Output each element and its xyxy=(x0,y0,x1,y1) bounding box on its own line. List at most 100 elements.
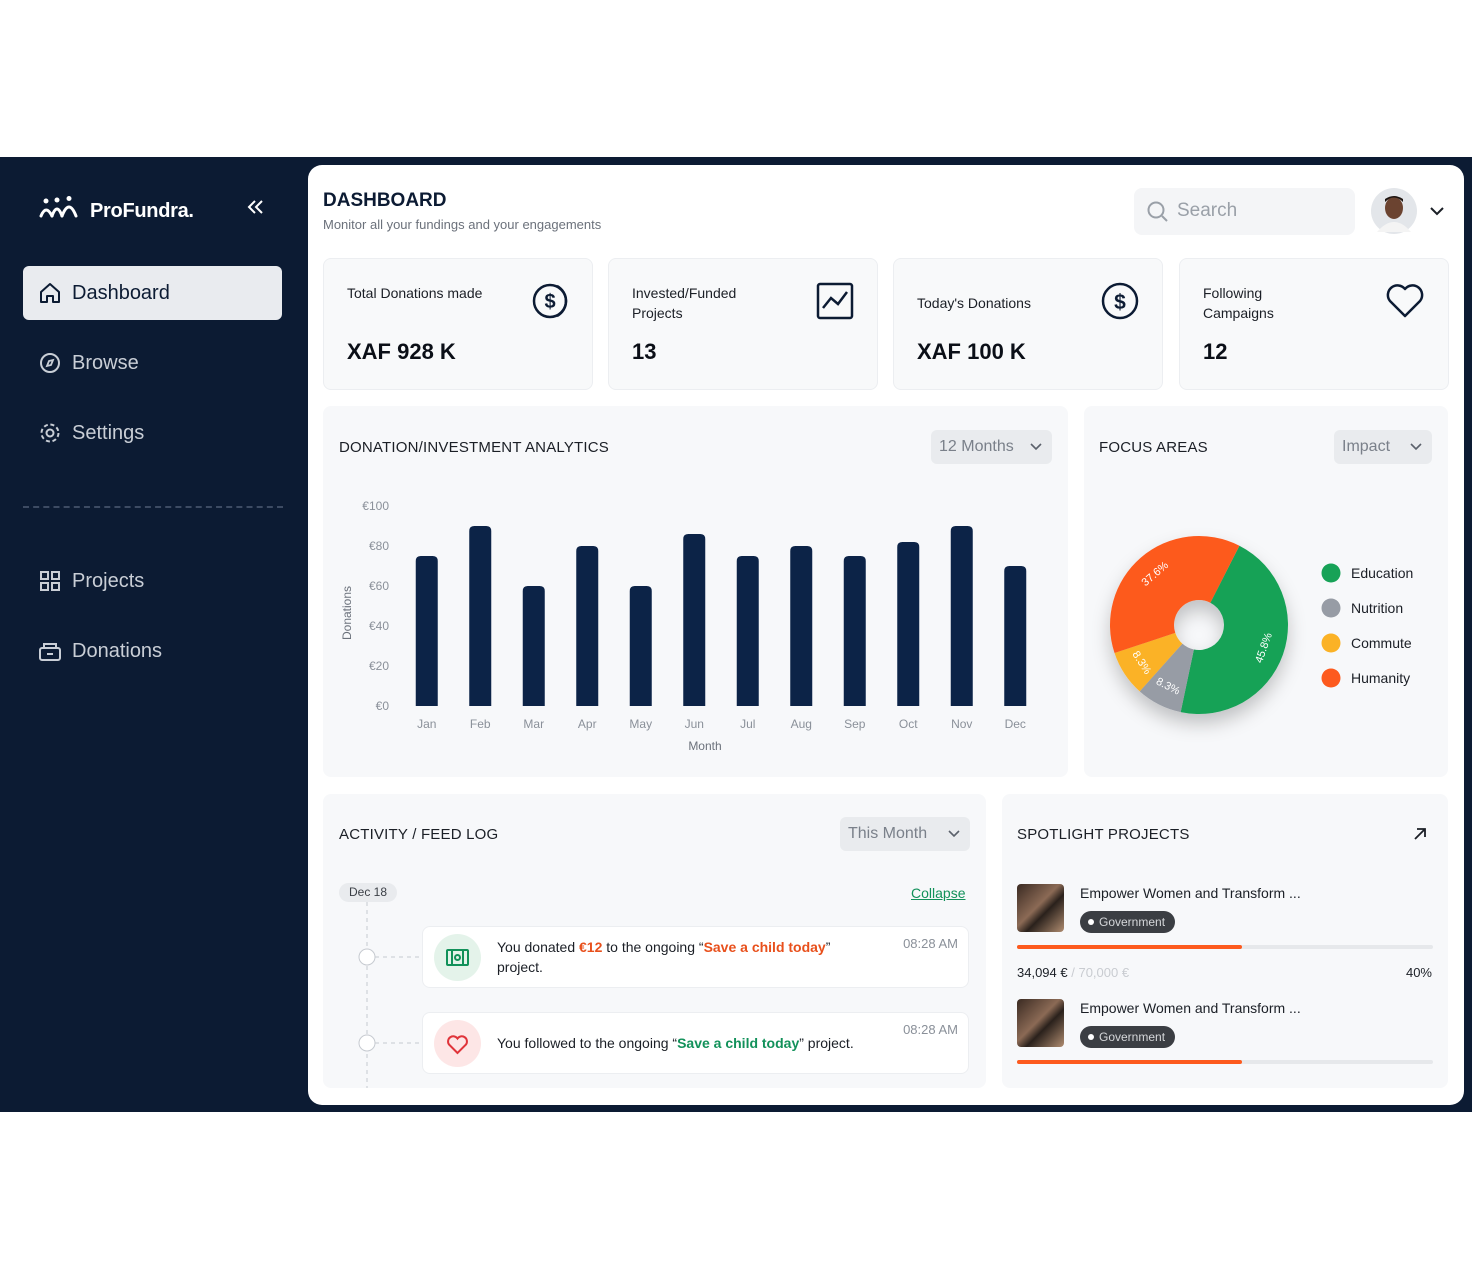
project-image[interactable] xyxy=(1017,999,1064,1047)
profile-menu[interactable] xyxy=(1430,206,1444,216)
decoration xyxy=(1386,284,1424,318)
decoration xyxy=(54,197,60,203)
icon xyxy=(40,571,60,591)
panel-title: FOCUS AREAS xyxy=(1099,439,1208,456)
nav-donations[interactable]: Donations xyxy=(23,624,282,678)
panel-title: ACTIVITY / FEED LOG xyxy=(339,826,499,843)
period-dropdown[interactable]: 12 Months xyxy=(931,430,1052,464)
icon xyxy=(39,643,61,661)
avatar[interactable] xyxy=(1371,188,1417,234)
collapse-sidebar[interactable] xyxy=(247,200,263,214)
decoration xyxy=(40,571,60,591)
stat-icon: $ xyxy=(1101,282,1139,320)
divider xyxy=(23,506,283,508)
timeline xyxy=(358,902,423,1088)
activity-text: You followed to the ongoing “Save a chil… xyxy=(497,1033,917,1053)
text-part: ” project. xyxy=(799,1035,854,1051)
decoration xyxy=(1414,828,1426,840)
decoration: $ xyxy=(1114,291,1126,314)
search-icon xyxy=(1147,201,1168,222)
dropdown-label: Impact xyxy=(1342,438,1391,455)
tag-label: Government xyxy=(1099,915,1166,929)
decoration xyxy=(451,950,464,965)
open-spotlight[interactable] xyxy=(1413,827,1427,841)
decoration xyxy=(1088,919,1094,925)
decoration xyxy=(1430,207,1444,216)
text-part: ” project. xyxy=(497,939,831,975)
stat-value: XAF 928 K xyxy=(347,339,456,364)
decoration xyxy=(434,934,481,981)
activity-icon xyxy=(434,934,481,981)
decoration xyxy=(822,291,848,309)
project-link[interactable]: Save a child today xyxy=(703,939,826,955)
decoration xyxy=(434,1020,481,1067)
project-tag: Government xyxy=(1080,911,1176,933)
decoration xyxy=(1147,201,1165,219)
stat-icon xyxy=(816,282,854,320)
nav-label: Donations xyxy=(72,639,163,662)
stat-value: 12 xyxy=(1203,339,1228,364)
search-box[interactable]: Search xyxy=(1134,188,1355,235)
collapse-link[interactable]: Collapse xyxy=(911,885,966,901)
logo-icon xyxy=(39,196,78,218)
decoration xyxy=(40,283,60,303)
activity-dropdown[interactable]: This Month xyxy=(840,817,970,851)
activity-panel: ACTIVITY / FEED LOG This Month Dec 18 Co… xyxy=(323,794,986,1088)
decoration xyxy=(45,358,55,368)
decoration xyxy=(39,647,61,661)
nav-projects[interactable]: Projects xyxy=(23,554,282,608)
decoration xyxy=(816,282,854,320)
tag-label: Government xyxy=(1099,1030,1166,1044)
progress-fill xyxy=(1017,1060,1242,1064)
progress-fill xyxy=(1017,945,1242,949)
decoration xyxy=(51,582,60,591)
decoration xyxy=(1385,196,1403,202)
nav-browse[interactable]: Browse xyxy=(23,336,282,390)
dropdown-label: This Month xyxy=(848,825,928,842)
decoration xyxy=(247,200,263,214)
decoration xyxy=(948,830,960,838)
progress-bar xyxy=(1017,945,1433,949)
focus-dropdown[interactable]: Impact xyxy=(1334,430,1432,464)
dropdown-label: 12 Months xyxy=(939,438,1014,455)
decoration xyxy=(40,423,60,443)
activity-time: 08:28 AM xyxy=(903,1022,958,1037)
stat-value: 13 xyxy=(632,339,657,364)
decoration xyxy=(50,207,64,218)
stat-value: XAF 100 K xyxy=(917,339,1026,364)
project-link[interactable]: Save a child today xyxy=(677,1035,800,1051)
text-part: You followed to the ongoing “ xyxy=(497,1035,678,1051)
panel-title: DONATION/INVESTMENT ANALYTICS xyxy=(339,439,610,456)
decoration xyxy=(375,956,423,1044)
search-placeholder: Search xyxy=(1177,200,1238,221)
stat-icon xyxy=(1386,284,1424,318)
decoration xyxy=(66,196,72,201)
nav-dashboard[interactable]: Dashboard xyxy=(23,266,282,320)
spotlight-panel xyxy=(1002,794,1448,1088)
decoration xyxy=(43,643,57,655)
project-title[interactable]: Empower Women and Transform ... xyxy=(1080,885,1301,901)
decoration xyxy=(1161,215,1168,222)
decoration xyxy=(51,571,60,580)
decoration xyxy=(39,208,54,218)
chevron xyxy=(948,830,960,838)
stat-icon: $ xyxy=(532,283,568,319)
nav-settings[interactable]: Settings xyxy=(23,406,282,460)
stat-label: Today's Donations xyxy=(917,295,1031,311)
decoration xyxy=(1030,443,1042,451)
page-subtitle: Monitor all your fundings and your engag… xyxy=(323,217,602,232)
project-image[interactable] xyxy=(1017,884,1064,932)
decoration xyxy=(446,949,469,966)
funding-percent: 40% xyxy=(1405,965,1432,980)
decoration xyxy=(45,428,55,438)
project-title[interactable]: Empower Women and Transform ... xyxy=(1080,1000,1301,1016)
stat-card: Invested/Funded Projects 13 xyxy=(608,258,878,390)
decoration xyxy=(1377,222,1411,232)
decoration xyxy=(40,353,60,373)
decoration xyxy=(1088,1034,1094,1040)
decoration xyxy=(43,198,49,204)
decoration xyxy=(39,205,78,218)
stat-card: Total Donations made XAF 928 K $ xyxy=(323,258,593,390)
